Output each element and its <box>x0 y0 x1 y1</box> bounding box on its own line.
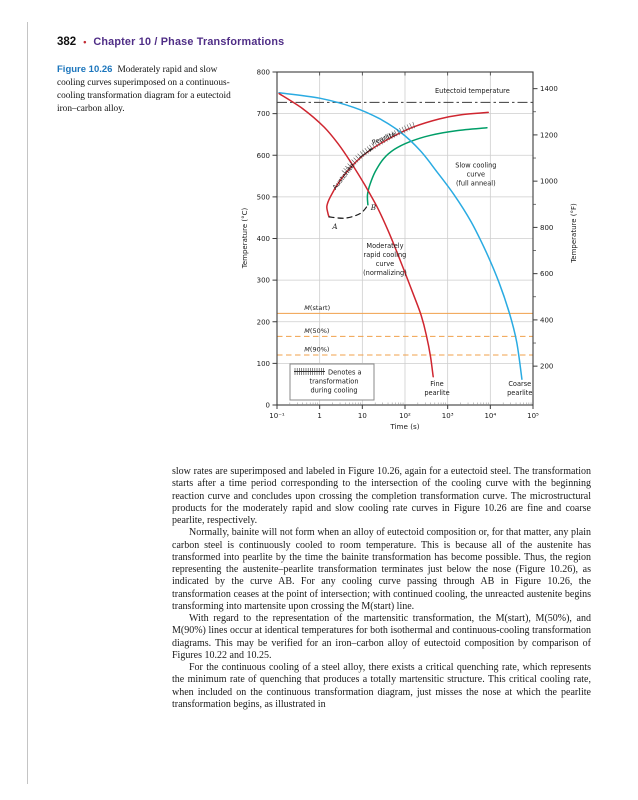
transformation-hatch-tick <box>404 125 408 132</box>
martensite-line-label: M(50%) <box>304 327 329 335</box>
y-axis-tick-label-f: 400 <box>540 316 553 324</box>
eutectoid-temperature-label: Eutectoid temperature <box>435 87 510 95</box>
transformation-hatch-tick <box>366 146 372 152</box>
y-axis-tick-label-f: 1200 <box>540 131 558 139</box>
body-paragraph: For the continuous cooling of a steel al… <box>172 662 591 710</box>
y-axis-tick-label-c: 400 <box>257 235 270 243</box>
transformation-hatch-tick <box>391 131 395 138</box>
transformation-hatch-tick <box>369 144 374 151</box>
transformation-hatch-tick <box>386 134 391 141</box>
y-axis-tick-label-f: 600 <box>540 270 553 278</box>
cct-diagram: M(start) M(50%) M(90%) Eutectoid temperatur… <box>241 69 578 432</box>
y-axis-tick-label-f: 800 <box>540 224 553 232</box>
transformation-hatch-tick <box>394 130 398 137</box>
body-text: slow rates are superimposed and labeled … <box>172 466 591 711</box>
transformation-hatch-tick <box>349 161 355 167</box>
fine-pearlite-label: pearlite <box>424 389 449 397</box>
y-axis-tick-label-c: 100 <box>257 360 270 368</box>
y-axis-title-left: Temperature (°C) <box>241 208 249 270</box>
austenite-region-label: Austenite <box>331 162 357 192</box>
y-axis-tick-label-c: 0 <box>266 402 270 410</box>
page-header: 382 • Chapter 10 / Phase Transformations <box>57 36 284 48</box>
body-paragraph: slow rates are superimposed and labeled … <box>172 466 591 526</box>
transformation-hatch-tick <box>376 139 381 146</box>
transformation-hatch-tick <box>396 129 400 136</box>
legend-text: Denotes a <box>328 369 362 377</box>
x-axis-tick-label: 10 <box>358 412 367 420</box>
transformation-hatch-tick <box>383 135 388 142</box>
y-axis-tick-label-c: 800 <box>257 69 270 77</box>
transformation-hatch-tick <box>362 149 367 156</box>
y-axis-tick-label-c: 200 <box>257 318 270 326</box>
moderately-rapid-cooling-curve <box>278 92 434 378</box>
x-axis-tick-label: 1 <box>317 412 321 420</box>
moderately-rapid-cooling-label: (normalizing) <box>363 269 407 277</box>
slow-cooling-curve-label: curve <box>467 171 485 179</box>
figure-caption-text: Moderately rapid and slow cooling curves… <box>57 65 231 114</box>
body-paragraph: With regard to the representation of the… <box>172 613 591 661</box>
transformation-hatch-tick <box>399 127 403 135</box>
y-axis-tick-label-f: 200 <box>540 363 553 371</box>
transformation-hatch-tick <box>341 170 348 175</box>
transformation-hatch-tick <box>355 155 361 161</box>
transformation-hatch-tick <box>347 163 353 169</box>
bullet-separator: • <box>83 37 87 47</box>
transformation-hatch-tick <box>374 141 378 148</box>
point-a-label: A <box>331 222 337 231</box>
y-axis-title-right: Temperature (°F) <box>570 203 578 264</box>
page-edge-line <box>27 22 28 784</box>
x-axis-tick-label: 10⁻¹ <box>269 412 285 420</box>
transformation-hatch-tick <box>353 157 359 163</box>
slow-cooling-curve-label: Slow cooling <box>455 162 496 170</box>
transformation-hatch-tick <box>357 153 363 159</box>
legend-text: during cooling <box>310 387 357 395</box>
transformation-hatch-tick <box>409 123 413 130</box>
coarse-pearlite-label: pearlite <box>507 389 532 397</box>
arrowhead-icon <box>369 148 373 152</box>
x-axis-tick-label: 10² <box>399 412 411 420</box>
legend-text: transformation <box>310 378 359 386</box>
transformation-hatch-tick <box>401 126 405 133</box>
y-axis-tick-label-c: 700 <box>257 110 270 118</box>
fine-pearlite-label: Fine <box>430 380 443 388</box>
slow-cooling-curve-label: (full anneal) <box>456 180 496 188</box>
transformation-hatch-tick <box>364 147 369 154</box>
slow-cooling-curve <box>278 92 523 380</box>
point-b-label: B <box>370 203 376 212</box>
x-axis-tick-label: 10⁴ <box>484 412 496 420</box>
martensite-line-label: M(start) <box>304 304 330 312</box>
y-axis-tick-label-c: 300 <box>257 277 270 285</box>
transformation-hatch-tick <box>406 124 411 131</box>
y-axis-tick-label-f: 1400 <box>540 85 558 93</box>
transformation-hatch-tick <box>351 159 357 165</box>
transformation-hatch-tick <box>379 138 383 145</box>
transformation-hatch-tick <box>412 121 415 129</box>
transformation-hatch-tick <box>345 165 351 171</box>
transformation-hatch-tick <box>381 137 386 144</box>
figure-caption: Figure 10.26 Moderately rapid and slow co… <box>57 63 238 116</box>
body-paragraph: Normally, bainite will not form when an … <box>172 527 591 612</box>
figure-caption-label: Figure 10.26 <box>57 64 113 75</box>
y-axis-tick-label-f: 1000 <box>540 178 558 186</box>
coarse-pearlite-label: Coarse <box>508 380 531 388</box>
transformation-hatch-tick <box>343 168 349 173</box>
x-axis-tick-label: 10⁵ <box>527 412 539 420</box>
martensite-line-label: M(90%) <box>304 346 329 354</box>
transformation-hatch-tick <box>360 151 365 157</box>
y-axis-tick-label-c: 600 <box>257 152 270 160</box>
moderately-rapid-cooling-label: Moderately <box>366 242 403 250</box>
pearlite-region-label: Pearlite <box>371 130 397 147</box>
y-axis-tick-label-c: 500 <box>257 193 270 201</box>
curve-ab-dashed <box>328 204 369 219</box>
transformation-hatch-tick <box>371 143 376 149</box>
x-axis-tick-label: 10³ <box>442 412 454 420</box>
page-number: 382 <box>57 36 77 48</box>
transformation-hatch-tick <box>388 132 393 139</box>
x-axis-title: Time (s) <box>389 422 419 431</box>
chapter-title: Chapter 10 / Phase Transformations <box>93 36 285 48</box>
moderately-rapid-cooling-label: rapid cooling <box>364 251 407 259</box>
moderately-rapid-cooling-label: curve <box>376 260 394 268</box>
